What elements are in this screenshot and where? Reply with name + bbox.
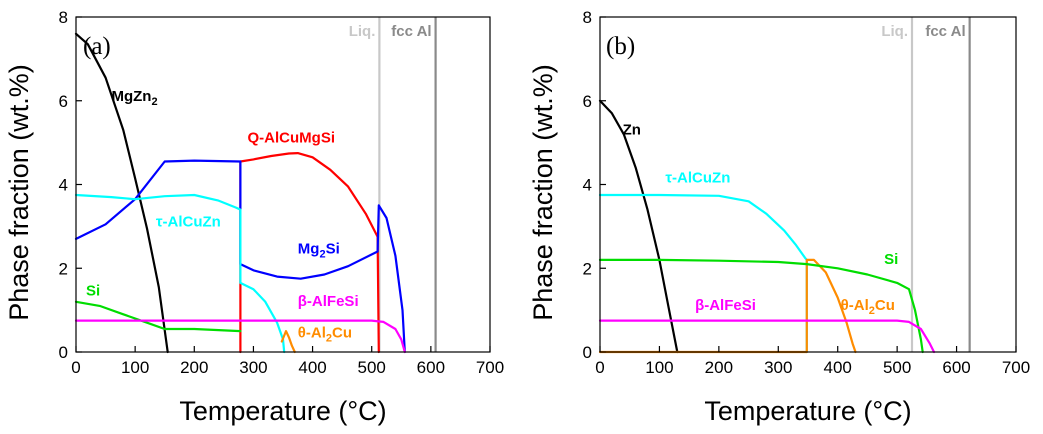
series-label-theta-al2cu: θ-Al2Cu	[298, 324, 352, 344]
y-tick-label: 2	[59, 259, 68, 278]
series-label-beta-alfesi: β-AlFeSi	[298, 293, 359, 310]
series-line-tau-alcuzn	[74, 193, 286, 354]
series-label-mgzn2: MgZn2	[111, 88, 157, 108]
liq-reference-label: Liq.	[349, 23, 376, 40]
series-line-mg2si	[74, 159, 406, 354]
series-label-mg2si: Mg2Si	[298, 241, 340, 261]
x-tick-label: 200	[705, 358, 733, 377]
series-label-si: Si	[884, 251, 898, 268]
y-tick-label: 4	[59, 176, 68, 195]
y-tick-label: 8	[59, 8, 68, 27]
y-tick-label: 4	[583, 176, 592, 195]
plot-frame	[75, 16, 491, 353]
series-label-theta-al2cu: θ-Al2Cu	[841, 297, 895, 317]
x-tick-label: 500	[883, 358, 911, 377]
x-tick-label: 100	[645, 358, 673, 377]
y-tick-label: 6	[59, 92, 68, 111]
y-tick-label: 2	[583, 259, 592, 278]
series-line-zn	[598, 99, 679, 354]
series-line-q-alcumgsi	[239, 152, 380, 354]
x-tick-label: 600	[417, 358, 445, 377]
series-line-theta-al2cu	[280, 330, 296, 354]
x-tick-label: 700	[476, 358, 504, 377]
y-tick-label: 0	[59, 343, 68, 362]
panel-label: (b)	[606, 33, 635, 60]
series-line-mgzn2	[74, 32, 169, 354]
x-tick-label: 400	[298, 358, 326, 377]
series-label-tau-alcuzn: τ-AlCuZn	[156, 213, 221, 230]
series-label-si: Si	[86, 282, 100, 299]
x-tick-label: 300	[764, 358, 792, 377]
plot-frame	[599, 16, 1017, 353]
series-line-beta-alfesi	[74, 319, 406, 354]
x-axis-title: Temperature (°C)	[704, 396, 911, 426]
series-line-si	[74, 300, 242, 333]
x-tick-label: 400	[824, 358, 852, 377]
x-tick-label: 100	[121, 358, 149, 377]
series-label-beta-alfesi: β-AlFeSi	[695, 297, 756, 314]
series-label-zn: Zn	[623, 121, 641, 138]
series-line-tau-alcuzn	[598, 193, 808, 354]
panel-label: (a)	[83, 33, 111, 60]
series-line-si	[598, 258, 924, 354]
x-tick-label: 700	[1002, 358, 1030, 377]
fcc-al-reference-label: fcc Al	[925, 23, 965, 40]
chart-panel-b: Liq. fcc Al Zn τ-AlCuZn θ-Al2Cu Si β-AlFeSi 0 10…	[528, 8, 1030, 426]
series-label-tau-alcuzn: τ-AlCuZn	[665, 169, 730, 186]
x-tick-label: 200	[180, 358, 208, 377]
x-tick-label: 0	[595, 358, 604, 377]
series-line-beta-alfesi	[598, 319, 936, 354]
x-axis-title: Temperature (°C)	[179, 396, 386, 426]
liq-reference-label: Liq.	[881, 23, 908, 40]
y-tick-label: 6	[583, 92, 592, 111]
x-tick-label: 0	[71, 358, 80, 377]
y-axis-title: Phase fraction (wt.%)	[4, 64, 34, 321]
x-tick-label: 300	[239, 358, 267, 377]
x-tick-label: 600	[942, 358, 970, 377]
series-label-q-alcumgsi: Q-AlCuMgSi	[248, 130, 336, 147]
fcc-al-reference-label: fcc Al	[391, 23, 431, 40]
y-tick-label: 0	[583, 343, 592, 362]
y-axis-title: Phase fraction (wt.%)	[528, 64, 558, 321]
chart-panel-a: Liq. fcc Al MgZn2 Q-AlCuMgSi Mg2Si τ-AlCuZn Si…	[4, 8, 504, 426]
x-tick-label: 500	[358, 358, 386, 377]
y-tick-label: 8	[583, 8, 592, 27]
